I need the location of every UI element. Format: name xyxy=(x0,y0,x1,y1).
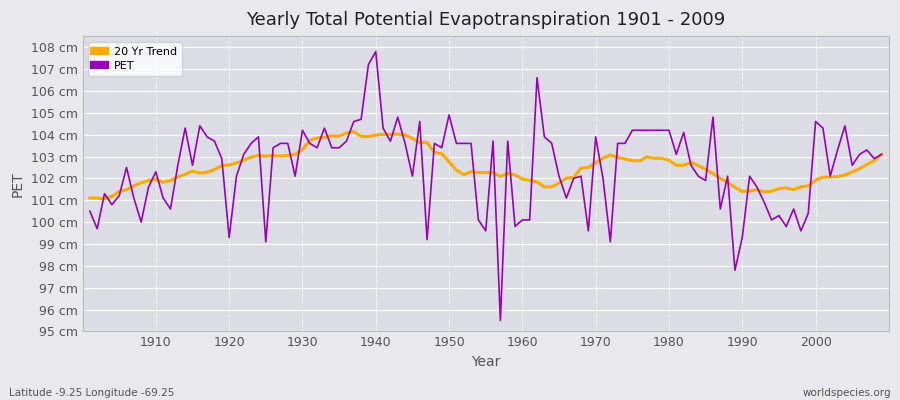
20 Yr Trend xyxy=(99,196,110,201)
PET xyxy=(619,141,630,146)
PET xyxy=(877,152,887,157)
Text: worldspecies.org: worldspecies.org xyxy=(803,388,891,398)
20 Yr Trend xyxy=(525,178,535,183)
PET xyxy=(304,141,315,146)
20 Yr Trend xyxy=(85,196,95,200)
Legend: 20 Yr Trend, PET: 20 Yr Trend, PET xyxy=(88,42,183,76)
Title: Yearly Total Potential Evapotranspiration 1901 - 2009: Yearly Total Potential Evapotranspiratio… xyxy=(246,11,725,29)
20 Yr Trend xyxy=(348,129,359,134)
20 Yr Trend xyxy=(311,136,322,140)
Y-axis label: PET: PET xyxy=(11,171,25,197)
PET xyxy=(85,209,95,214)
PET xyxy=(525,218,535,222)
X-axis label: Year: Year xyxy=(471,355,500,369)
20 Yr Trend xyxy=(532,180,543,184)
Line: 20 Yr Trend: 20 Yr Trend xyxy=(90,132,882,199)
Line: PET: PET xyxy=(90,52,882,320)
20 Yr Trend xyxy=(877,152,887,157)
20 Yr Trend xyxy=(619,157,630,162)
20 Yr Trend xyxy=(363,134,374,139)
PET xyxy=(495,318,506,323)
PET xyxy=(143,185,154,190)
20 Yr Trend xyxy=(150,177,161,182)
PET xyxy=(370,49,381,54)
PET xyxy=(348,119,359,124)
PET xyxy=(532,75,543,80)
Text: Latitude -9.25 Longitude -69.25: Latitude -9.25 Longitude -69.25 xyxy=(9,388,175,398)
